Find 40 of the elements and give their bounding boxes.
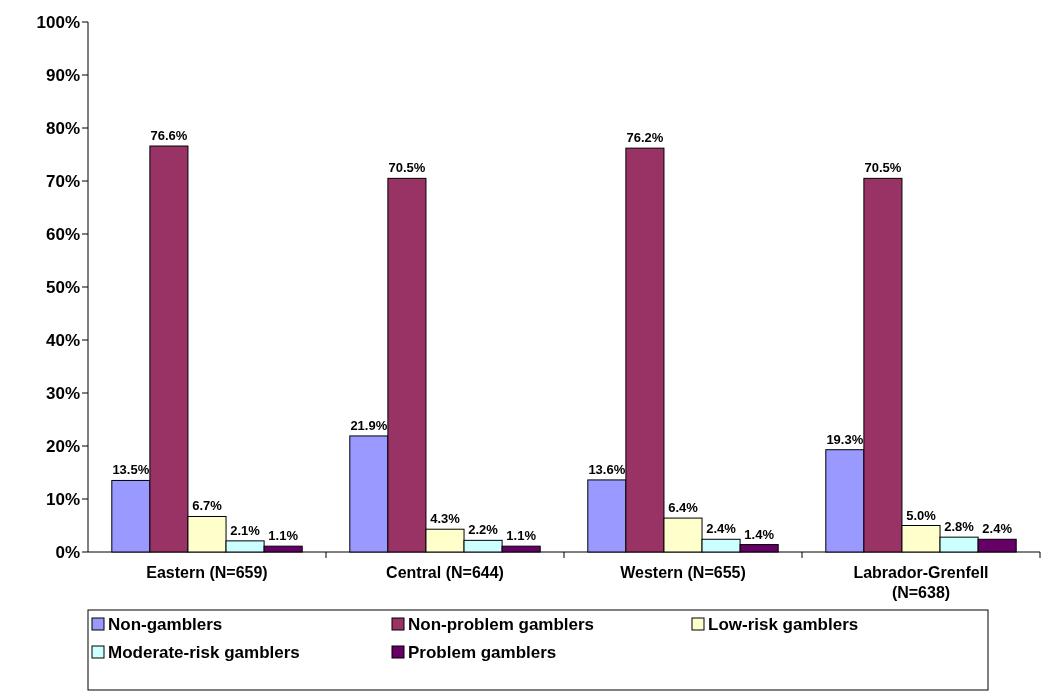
data-label: 13.6%	[588, 461, 626, 477]
legend-label: Non-problem gamblers	[408, 614, 595, 634]
y-tick-label: 90%	[45, 65, 80, 85]
legend-label: Low-risk gamblers	[708, 614, 859, 634]
data-label: 6.7%	[192, 498, 223, 514]
data-label: 76.6%	[150, 128, 188, 144]
data-label: 2.2%	[468, 522, 499, 538]
y-tick-label: 20%	[45, 436, 80, 456]
y-tick-label: 10%	[45, 489, 80, 509]
data-label: 70.5%	[864, 160, 902, 176]
data-label: 1.1%	[506, 528, 537, 544]
y-tick-label: 40%	[45, 330, 80, 350]
data-label: 5.0%	[906, 507, 937, 523]
y-tick-label: 30%	[45, 383, 80, 403]
legend-label: Non-gamblers	[108, 614, 223, 634]
y-tick-label: 0%	[55, 542, 80, 562]
y-tick-label: 100%	[36, 12, 80, 32]
y-tick-label: 80%	[45, 118, 80, 138]
data-label: 76.2%	[626, 130, 664, 146]
y-tick-label: 50%	[45, 277, 80, 297]
data-label: 2.4%	[706, 521, 737, 537]
x-tick-label: Central (N=644)	[386, 564, 504, 581]
data-label: 2.8%	[944, 519, 975, 535]
y-tick-label: 60%	[45, 224, 80, 244]
y-tick-label: 70%	[45, 171, 80, 191]
data-label: 1.4%	[744, 526, 775, 542]
legend-label: Moderate-risk gamblers	[108, 642, 300, 662]
data-label: 6.4%	[668, 500, 699, 516]
data-label: 70.5%	[388, 160, 426, 176]
x-tick-label: Labrador-Grenfell (N=638)	[853, 564, 989, 601]
x-tick-label: Eastern (N=659)	[146, 564, 268, 581]
legend-label: Problem gamblers	[408, 642, 557, 662]
data-label: 21.9%	[350, 417, 388, 433]
data-label: 2.1%	[230, 522, 261, 538]
data-label: 19.3%	[826, 431, 864, 447]
x-tick-label: Western (N=655)	[620, 564, 746, 581]
data-label: 2.4%	[982, 521, 1013, 537]
data-label: 1.1%	[268, 528, 299, 544]
data-label: 13.5%	[112, 462, 150, 478]
data-label: 4.3%	[430, 511, 461, 527]
